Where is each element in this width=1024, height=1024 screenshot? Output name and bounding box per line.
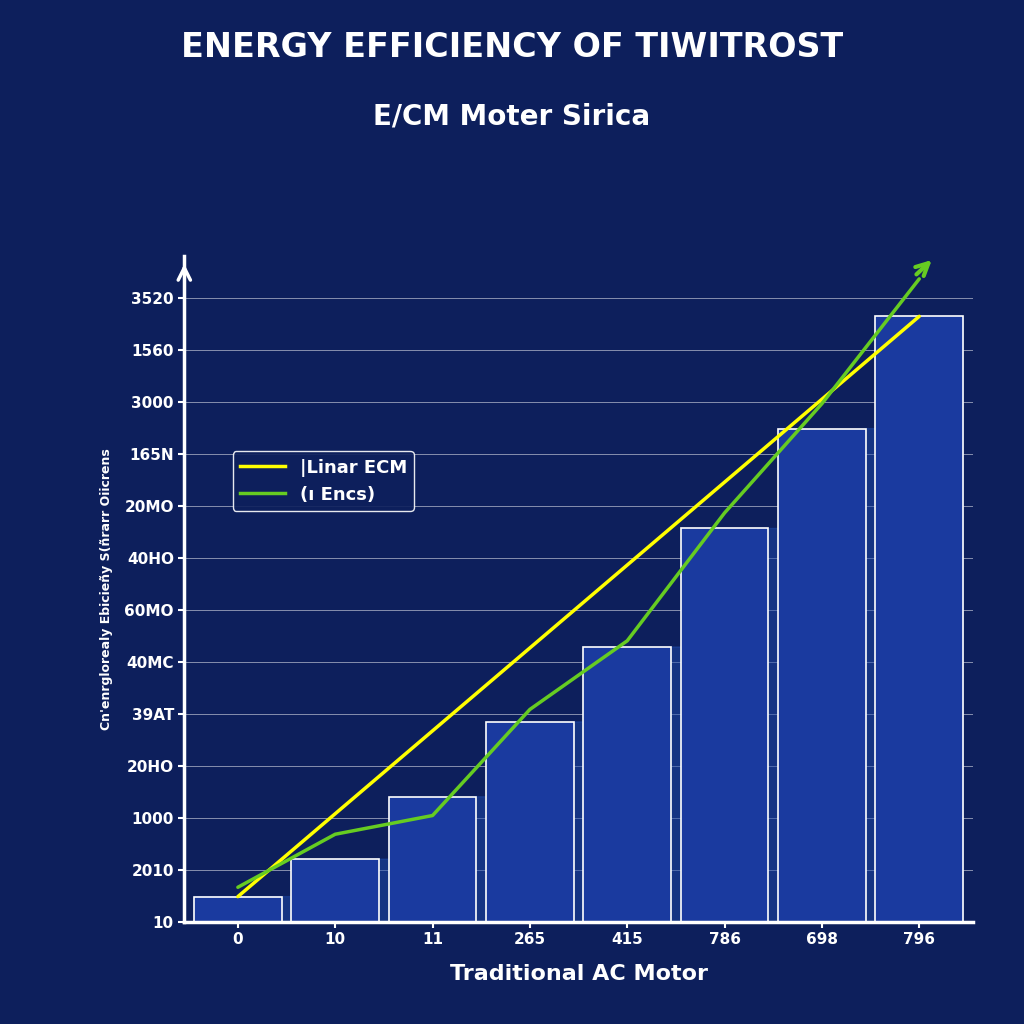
Text: ENERGY EFFICIENCY OF TIWITROST: ENERGY EFFICIENCY OF TIWITROST [181,31,843,63]
Legend: |Linar ECM, (ı Encs): |Linar ECM, (ı Encs) [232,452,414,511]
Bar [778,429,865,922]
Bar [292,859,379,922]
Bar [195,897,282,922]
X-axis label: Traditional AC Motor: Traditional AC Motor [450,964,708,984]
Y-axis label: Cn'enrglorealy Ebicieñy S(ñrarr Oiicrens: Cn'enrglorealy Ebicieñy S(ñrarr Oiicrens [100,447,114,730]
Bar [486,722,573,922]
Text: E/CM Moter Sirica: E/CM Moter Sirica [374,102,650,130]
Bar [876,316,963,922]
Polygon shape [195,316,963,922]
Bar [584,647,671,922]
Bar [389,797,476,922]
Bar [681,528,768,922]
